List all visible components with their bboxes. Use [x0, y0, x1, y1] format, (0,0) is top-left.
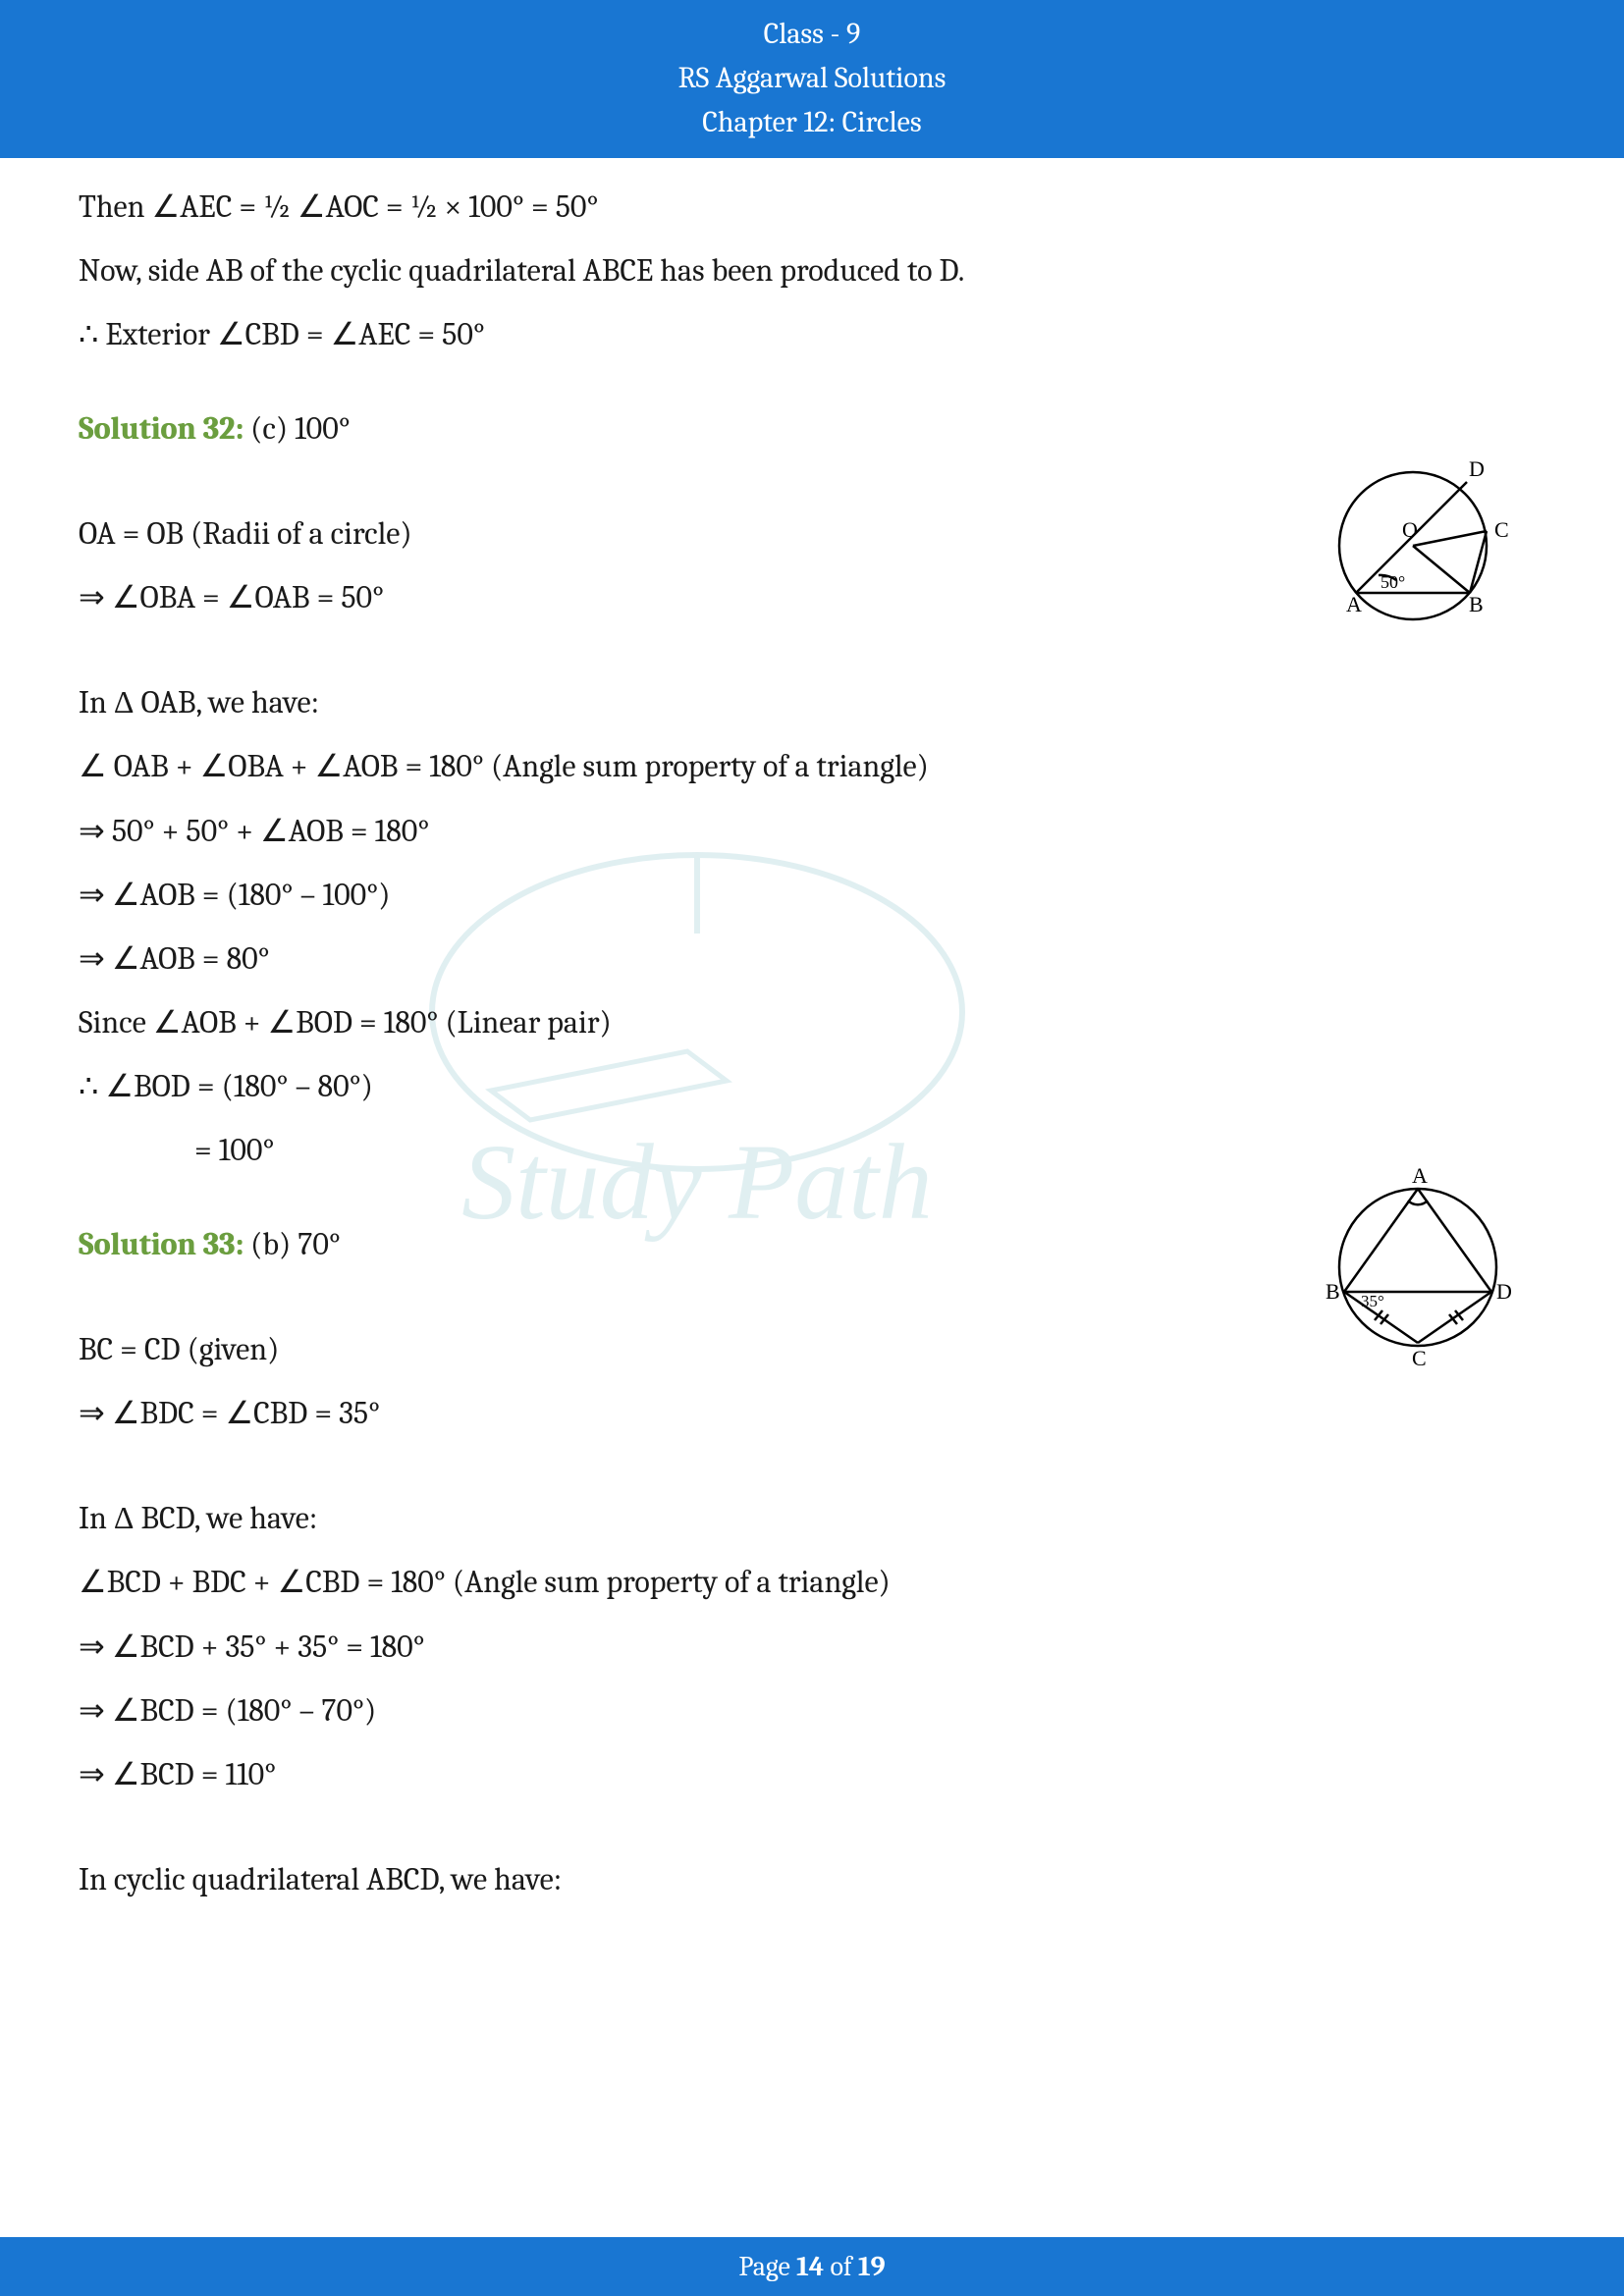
footer-page-num: 14	[796, 2251, 824, 2282]
sol32-line-5: ⇒ 50° + 50° + ∠AOB = 180°	[79, 802, 1545, 860]
solution-33-answer: (b) 70°	[244, 1226, 341, 1262]
sol32-line-7: ⇒ ∠AOB = 80°	[79, 930, 1545, 988]
diagram-solution-33: A B C D 35°	[1300, 1159, 1536, 1375]
diag33-label-A: A	[1412, 1163, 1428, 1188]
diag32-angle-label: 50°	[1380, 572, 1405, 592]
solution-32-heading: Solution 32: (c) 100°	[79, 400, 1545, 457]
solution-32-label: Solution 32:	[79, 410, 244, 447]
diag32-label-A: A	[1346, 592, 1362, 616]
diag32-label-B: B	[1469, 592, 1484, 616]
header-line-3: Chapter 12: Circles	[0, 100, 1624, 144]
diag32-label-O: O	[1402, 517, 1418, 542]
sol32-line-4: ∠ OAB + ∠OBA + ∠AOB = 180° (Angle sum pr…	[79, 737, 1545, 795]
sol33-line-5: ⇒ ∠BCD + 35° + 35° = 180°	[79, 1618, 1545, 1676]
sol32-line-6: ⇒ ∠AOB = (180° – 100°)	[79, 866, 1545, 924]
sol33-line-3: In Δ BCD, we have:	[79, 1489, 1545, 1547]
header-line-2: RS Aggarwal Solutions	[0, 56, 1624, 100]
page-header: Class - 9 RS Aggarwal Solutions Chapter …	[0, 0, 1624, 158]
diag32-label-D: D	[1469, 456, 1485, 481]
sol33-line-8: In cyclic quadrilateral ABCD, we have:	[79, 1850, 1545, 1908]
sol32-line-3: In Δ OAB, we have:	[79, 673, 1545, 731]
footer-prefix: Page	[738, 2251, 796, 2282]
diag33-label-D: D	[1496, 1279, 1512, 1304]
footer-page-total: 19	[858, 2251, 886, 2282]
sol33-line-7: ⇒ ∠BCD = 110°	[79, 1745, 1545, 1803]
intro-line-1: Then ∠AEC = ½ ∠AOC = ½ × 100° = 50°	[79, 178, 1545, 236]
sol32-line-9: ∴ ∠BOD = (180° – 80°)	[79, 1057, 1545, 1115]
header-line-1: Class - 9	[0, 12, 1624, 56]
solution-33-label: Solution 33:	[79, 1226, 244, 1262]
solution-32-answer: (c) 100°	[244, 410, 351, 447]
diagram-solution-32: A B C D O 50°	[1300, 453, 1536, 629]
diag33-label-B: B	[1326, 1279, 1340, 1304]
sol33-line-2: ⇒ ∠BDC = ∠CBD = 35°	[79, 1384, 1545, 1442]
diag33-label-C: C	[1412, 1346, 1427, 1370]
sol33-line-6: ⇒ ∠BCD = (180° – 70°)	[79, 1682, 1545, 1739]
sol33-line-4: ∠BCD + BDC + ∠CBD = 180° (Angle sum prop…	[79, 1553, 1545, 1611]
page-footer: Page 14 of 19	[0, 2237, 1624, 2296]
intro-line-3: ∴ Exterior ∠CBD = ∠AEC = 50°	[79, 305, 1545, 363]
sol32-line-8: Since ∠AOB + ∠BOD = 180° (Linear pair)	[79, 993, 1545, 1051]
footer-mid: of	[824, 2251, 858, 2282]
diag33-angle-label: 35°	[1361, 1292, 1384, 1310]
intro-line-2: Now, side AB of the cyclic quadrilateral…	[79, 241, 1545, 299]
diag32-label-C: C	[1494, 517, 1509, 542]
